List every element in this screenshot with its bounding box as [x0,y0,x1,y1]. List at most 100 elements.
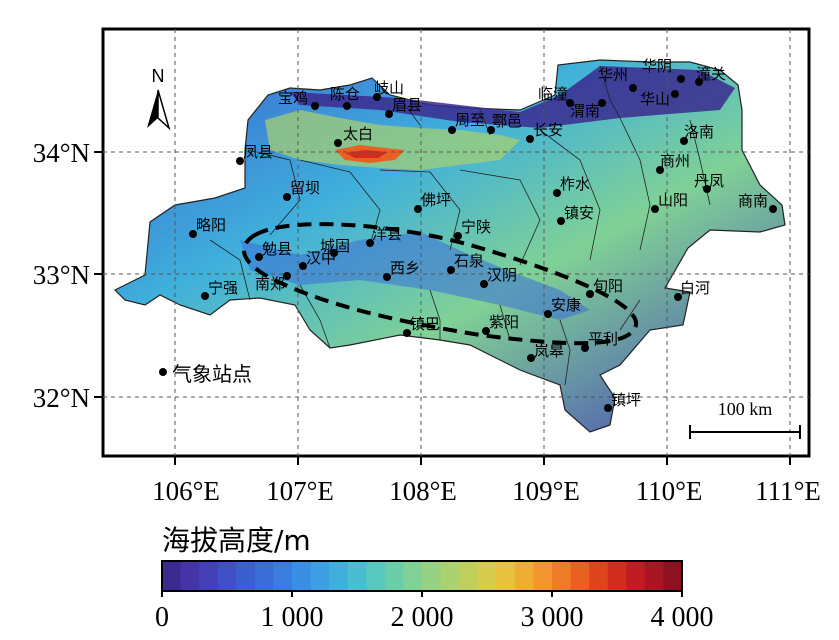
station-marker [311,102,319,110]
svg-text:N: N [152,66,165,86]
colorbar-segment [626,561,646,591]
hanzhong-basin [240,232,590,320]
colorbar-segment [422,561,442,591]
station-label: 华州 [598,66,628,84]
colorbar-segment [162,561,182,591]
colorbar-segment [273,561,293,591]
station-marker [581,344,589,352]
colorbar-segment [514,561,534,591]
colorbar-segment [292,561,312,591]
lon-tick-label: 107°E [266,476,334,506]
lat-tick-label: 32°N [33,383,90,413]
station-marker [403,329,411,337]
station-marker [236,157,244,165]
station-label: 山阳 [658,191,688,209]
station-label: 陈仓 [330,85,360,103]
station-marker [201,292,209,300]
colorbar-segment [589,561,609,591]
colorbar-segment [180,561,200,591]
scale-bar: 100 km [689,399,801,439]
station-marker [383,273,391,281]
station-marker [283,272,291,280]
colorbar-segment [384,561,404,591]
station-marker [527,354,535,362]
station-label: 洛南 [684,123,714,141]
station-label: 旬阳 [593,277,623,295]
station-label: 宁强 [208,279,238,297]
colorbar [161,560,683,592]
station-label: 留坝 [290,179,320,197]
station-marker [480,280,488,288]
county-boundaries [209,65,711,386]
station-marker [343,102,351,110]
station-marker [586,290,594,298]
lon-tick-label: 110°E [636,476,703,506]
colorbar-segment [663,561,683,591]
station-label: 镇巴 [410,315,440,333]
colorbar-segment [552,561,572,591]
station-label: 南郑 [255,275,285,293]
lon-tick-labels: 106°E 107°E 108°E 109°E 110°E 111°E [152,476,821,506]
station-label: 宁陕 [461,218,491,236]
station-label: 紫阳 [489,313,519,331]
station-label: 白河 [680,279,710,297]
colorbar-segment [236,561,256,591]
station-label: 临潼 [538,85,568,103]
station-label: 镇安 [564,204,594,222]
station-marker [283,193,291,201]
station-label: 太白 [343,125,373,143]
lat-tick-label: 33°N [33,260,90,290]
station-marker [366,239,374,247]
station-marker [299,262,307,270]
graticule [103,29,809,456]
station-label: 渭南 [570,102,600,120]
station-marker [769,205,777,213]
lon-tick-label: 106°E [152,476,220,506]
station-legend-marker [159,368,167,376]
colorbar-segment [217,561,237,591]
station-label: 岚皋 [534,342,564,360]
station-marker [526,135,534,143]
colorbar-tick-label: 0 [155,602,169,633]
colorbar-segment [310,561,330,591]
station-marker [553,189,561,197]
station-label: 汉中 [306,249,336,267]
colorbar-segment [347,561,367,591]
station-legend: 气象站点 [159,362,252,386]
colorbar-segment [644,561,664,591]
axis-ticks [94,151,791,465]
station-label: 石泉 [454,252,484,270]
station-label: 周至 [455,111,485,129]
colorbar-segment [570,561,590,591]
station-label: 潼关 [696,65,726,83]
station-label: 镇坪 [611,391,641,409]
station-label: 柞水 [560,175,590,193]
scale-bar-label: 100 km [718,399,773,419]
station-marker [482,327,490,335]
station-marker [557,217,565,225]
lon-tick-label: 109°E [512,476,580,506]
station-legend-label: 气象站点 [172,362,252,386]
station-label: 佛坪 [421,191,451,209]
colorbar-segment [607,561,627,591]
colorbar-segment [199,561,219,591]
station-marker [656,166,664,174]
station-marker [385,110,393,118]
colorbar-segment [496,561,516,591]
station-label: 略阳 [196,216,226,234]
station-marker [703,185,711,193]
colorbar-title: 海拔高度/m [162,524,311,557]
station-marker [680,137,688,145]
colorbar-segment [403,561,423,591]
station-label: 华阴 [642,57,672,75]
study-zone-dashed-outline [241,222,638,346]
station-label: 商州 [660,152,690,170]
lat-tick-labels: 34°N 33°N 32°N [33,138,90,413]
station-marker [454,232,462,240]
station-label: 凤县 [243,143,273,161]
station-marker [651,205,659,213]
north-arrow-icon: N [147,66,171,131]
station-marker [598,99,606,107]
lon-tick-label: 111°E [755,476,821,506]
